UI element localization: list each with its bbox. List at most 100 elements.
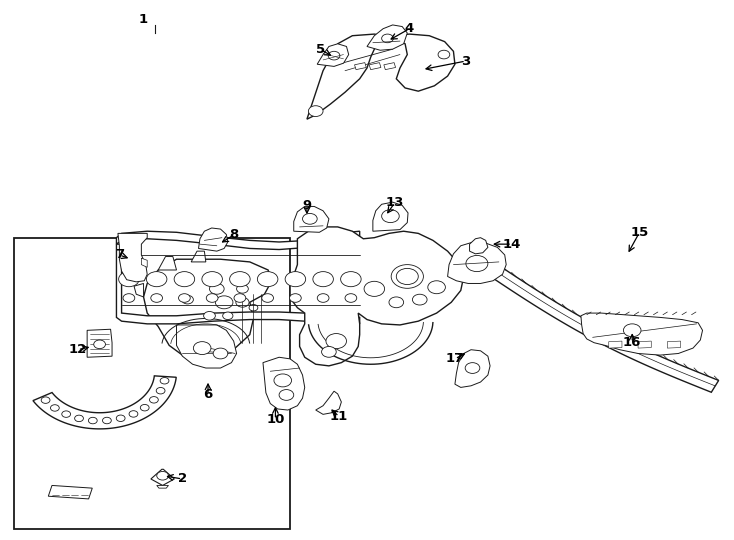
Circle shape: [321, 347, 336, 357]
Text: 15: 15: [631, 226, 649, 239]
Polygon shape: [134, 284, 144, 297]
Polygon shape: [198, 228, 228, 251]
Circle shape: [341, 272, 361, 287]
Text: 17: 17: [446, 353, 464, 366]
Polygon shape: [151, 469, 174, 485]
Circle shape: [146, 272, 167, 287]
Circle shape: [465, 363, 480, 374]
Text: 13: 13: [385, 196, 404, 209]
Polygon shape: [307, 34, 455, 119]
Circle shape: [262, 294, 274, 302]
Circle shape: [181, 295, 193, 304]
Text: 11: 11: [330, 410, 349, 423]
Circle shape: [345, 294, 357, 302]
Text: 12: 12: [68, 343, 87, 356]
Circle shape: [274, 374, 291, 387]
Circle shape: [234, 294, 246, 302]
Circle shape: [364, 281, 385, 296]
Circle shape: [328, 51, 340, 60]
Circle shape: [382, 34, 393, 43]
Circle shape: [51, 404, 59, 411]
Bar: [14, 238, 290, 529]
Circle shape: [203, 312, 215, 320]
Circle shape: [160, 377, 169, 384]
Circle shape: [140, 404, 149, 411]
Circle shape: [289, 294, 301, 302]
Circle shape: [236, 285, 248, 293]
Text: 1: 1: [139, 13, 148, 26]
Circle shape: [215, 296, 233, 309]
Circle shape: [119, 272, 139, 287]
Polygon shape: [667, 341, 680, 348]
Polygon shape: [142, 258, 148, 267]
Circle shape: [156, 388, 165, 394]
Text: 4: 4: [405, 22, 414, 35]
Polygon shape: [369, 63, 381, 70]
Circle shape: [236, 298, 249, 307]
Circle shape: [391, 265, 424, 288]
Circle shape: [157, 471, 169, 480]
Circle shape: [302, 213, 317, 224]
Circle shape: [438, 50, 450, 59]
Polygon shape: [367, 25, 407, 50]
Circle shape: [206, 294, 218, 302]
Circle shape: [249, 305, 258, 311]
Polygon shape: [117, 244, 360, 324]
Polygon shape: [581, 313, 702, 355]
Circle shape: [75, 415, 84, 422]
Circle shape: [150, 294, 162, 302]
Circle shape: [94, 340, 106, 349]
Text: 10: 10: [266, 413, 285, 426]
Circle shape: [623, 324, 641, 337]
Circle shape: [209, 284, 224, 294]
Polygon shape: [317, 44, 349, 66]
Circle shape: [103, 417, 112, 424]
Circle shape: [326, 334, 346, 349]
Polygon shape: [455, 350, 490, 387]
Text: 6: 6: [203, 388, 213, 401]
Polygon shape: [144, 259, 272, 359]
Text: 3: 3: [461, 55, 470, 68]
Text: 9: 9: [302, 199, 311, 212]
Polygon shape: [608, 341, 622, 348]
Polygon shape: [159, 256, 176, 270]
Polygon shape: [355, 63, 366, 70]
Text: 16: 16: [623, 336, 642, 349]
Circle shape: [213, 348, 228, 359]
Circle shape: [413, 294, 427, 305]
Text: 5: 5: [316, 43, 324, 56]
Polygon shape: [470, 238, 488, 254]
Circle shape: [279, 389, 294, 400]
Polygon shape: [294, 206, 329, 232]
Circle shape: [41, 397, 50, 403]
Circle shape: [62, 411, 70, 417]
Polygon shape: [191, 251, 206, 262]
Text: 14: 14: [503, 238, 521, 251]
Circle shape: [178, 294, 190, 302]
Polygon shape: [87, 329, 112, 357]
Circle shape: [150, 396, 159, 403]
Circle shape: [466, 255, 488, 272]
Circle shape: [396, 268, 418, 285]
Polygon shape: [33, 376, 176, 429]
Text: 8: 8: [229, 228, 239, 241]
Circle shape: [382, 210, 399, 222]
Polygon shape: [316, 391, 341, 414]
Circle shape: [313, 272, 333, 287]
Polygon shape: [263, 357, 305, 410]
Polygon shape: [117, 231, 360, 249]
Circle shape: [285, 272, 305, 287]
Polygon shape: [118, 233, 148, 282]
Circle shape: [116, 415, 125, 422]
Circle shape: [123, 294, 135, 302]
Polygon shape: [157, 485, 169, 488]
Circle shape: [174, 272, 195, 287]
Circle shape: [317, 294, 329, 302]
Polygon shape: [373, 202, 408, 231]
Circle shape: [193, 342, 211, 355]
Circle shape: [202, 272, 222, 287]
Circle shape: [258, 272, 278, 287]
Circle shape: [88, 417, 97, 424]
Circle shape: [389, 297, 404, 308]
Polygon shape: [176, 325, 236, 368]
